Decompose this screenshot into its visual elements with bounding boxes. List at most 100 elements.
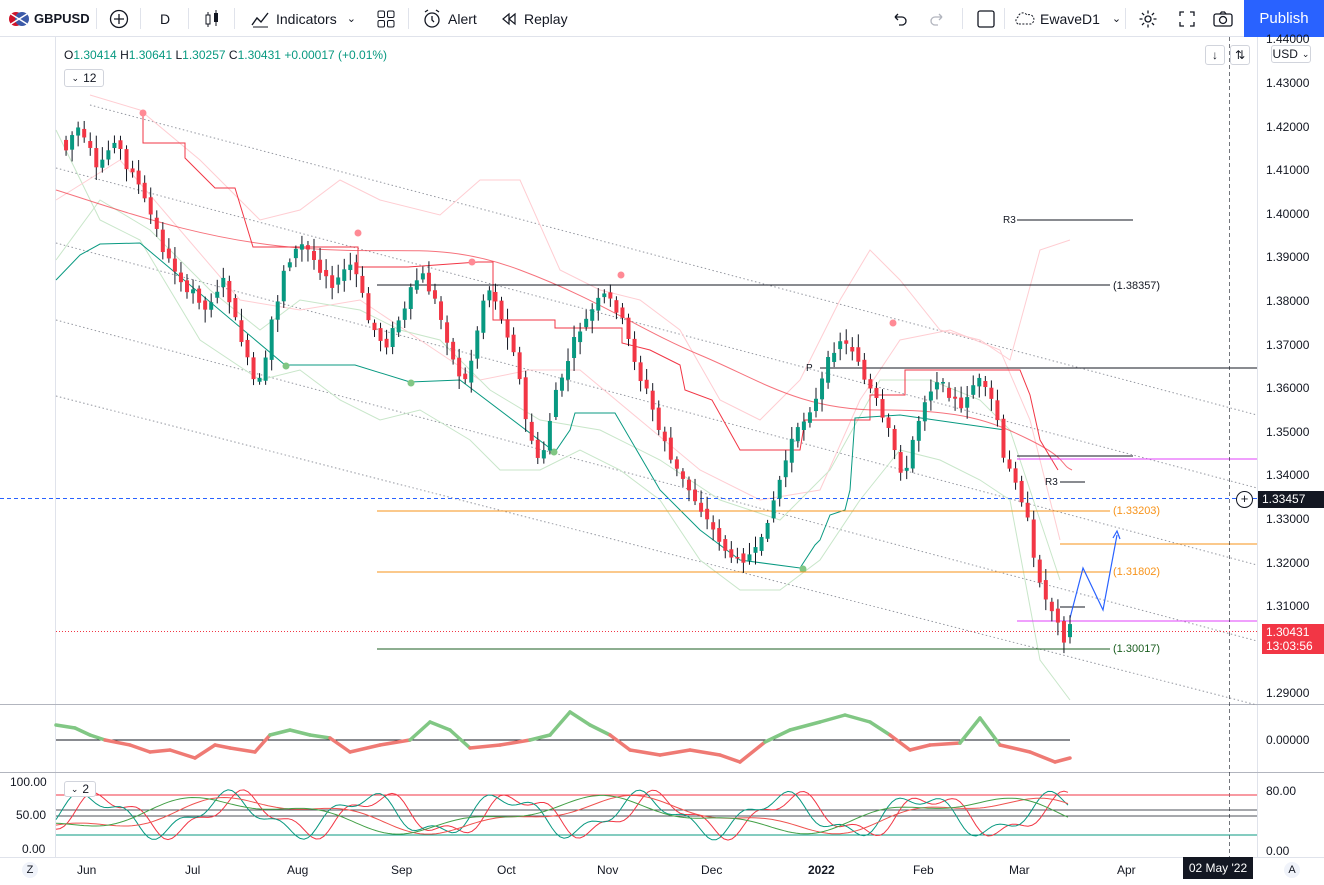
candle-down [844,340,849,344]
indicators-button[interactable]: Indicators ⌄ [250,0,356,37]
candle-down [360,275,365,293]
candle-down [880,399,885,418]
interval-button[interactable]: D [160,0,170,37]
indicators-toggle[interactable]: ⌄ 12 [64,69,104,87]
stop-dots [139,109,897,573]
candle-up [753,547,758,553]
osc1-segment [328,736,352,754]
timezone-button[interactable]: Z [22,862,38,878]
undo-button[interactable] [891,0,909,37]
candle-up [487,290,492,301]
candle-up [469,360,474,383]
templates-button[interactable] [376,0,396,37]
chart-type-button[interactable] [202,0,222,37]
replay-button[interactable]: Replay [500,0,568,37]
candle-up [112,142,117,149]
candle-down [426,272,431,292]
candles [64,120,1072,654]
settings-button[interactable] [1138,0,1158,37]
alert-button[interactable]: Alert [422,0,477,37]
alert-icon [424,8,440,28]
symbol-search[interactable]: GBPUSD [8,0,90,37]
redo-button[interactable] [928,0,946,37]
osc1-segment [1028,750,1057,764]
band-upper [89,94,1071,421]
candle-down [535,439,540,458]
candle-up [813,398,818,412]
layout-button[interactable] [976,0,996,37]
auto-scale-toggle[interactable]: A [1284,862,1300,878]
osc1-segment [628,748,662,757]
candle-down [251,357,256,380]
candle-down [620,307,625,318]
candle-down [88,141,93,148]
candle-down [1001,418,1006,458]
candle-down [644,379,649,389]
osc1-segment [228,746,257,754]
level-label-1: (1.38357) [1113,280,1160,292]
candle-up [777,479,782,499]
candle-up [293,248,298,259]
templates-icon [377,10,395,27]
crosshair-plus-icon[interactable]: + [1236,491,1253,508]
fullscreen-button[interactable] [1178,0,1196,37]
publish-button[interactable]: Publish [1244,0,1324,37]
candle-down [856,347,861,362]
chart-canvas[interactable]: (1.38357) (1.33203) (1.31802) (1.30017) … [0,37,1324,885]
price-tick: 1.44000 [1266,32,1310,47]
osc1-segment [168,748,197,760]
candle-up [904,467,909,471]
candle-up [342,269,347,281]
candle-up [390,328,395,347]
candle-down [523,377,528,420]
candle-down [493,291,498,302]
candle-up [934,382,939,390]
candle-up [100,159,105,168]
osc1-segment [978,716,1002,747]
candle-down [64,139,69,151]
crosshair-date-label: 02 May '22 [1183,857,1253,879]
candle-up [922,402,927,422]
candle-up [765,522,770,539]
indicators-label: Indicators [276,10,337,27]
redo-icon [930,13,943,26]
band-mid-green [55,199,1061,581]
candle-down [160,229,165,253]
candle-up [402,308,407,320]
osc2-right-tick: 0.00 [1266,844,1290,858]
candle-up [559,377,564,391]
scroll-down-button[interactable]: ↓ [1205,45,1225,65]
price-tick: 1.37000 [1266,337,1310,352]
osc1-segment [528,733,552,742]
candle-down [457,357,462,377]
price-tick: 1.39000 [1266,250,1310,265]
price-tick: 1.32000 [1266,555,1310,570]
candle-up [106,150,111,160]
osc1-segment [908,743,932,752]
candle-down [372,322,377,331]
screenshot-button[interactable] [1212,0,1234,37]
candle-down [983,381,988,388]
candle-down [529,421,534,441]
candle-up [287,262,292,268]
symbol-name: GBPUSD [34,11,90,26]
candle-down [463,373,468,380]
candle-up [783,460,788,478]
candle-up [76,127,81,136]
band-mid-red [55,159,1061,541]
candle-up [275,301,280,320]
candle-down [1037,559,1042,583]
osc1-segment [468,743,502,750]
candle-up [596,297,601,311]
time-tick: Aug [287,863,309,877]
currency-selector[interactable]: USD ⌄ [1271,45,1311,63]
osc2-toggle[interactable]: ⌄ 2 [64,781,96,797]
auto-scale-button[interactable]: ⇅ [1230,45,1250,65]
level-label-2: (1.33203) [1113,505,1160,517]
osc1-segment [928,741,962,747]
layout-name-button[interactable]: EwaveD1 ⌄ [1012,0,1121,37]
price-tick: 1.42000 [1266,119,1310,134]
layout-name: EwaveD1 [1040,10,1100,27]
compare-button[interactable] [109,0,129,37]
candle-down [711,522,716,530]
